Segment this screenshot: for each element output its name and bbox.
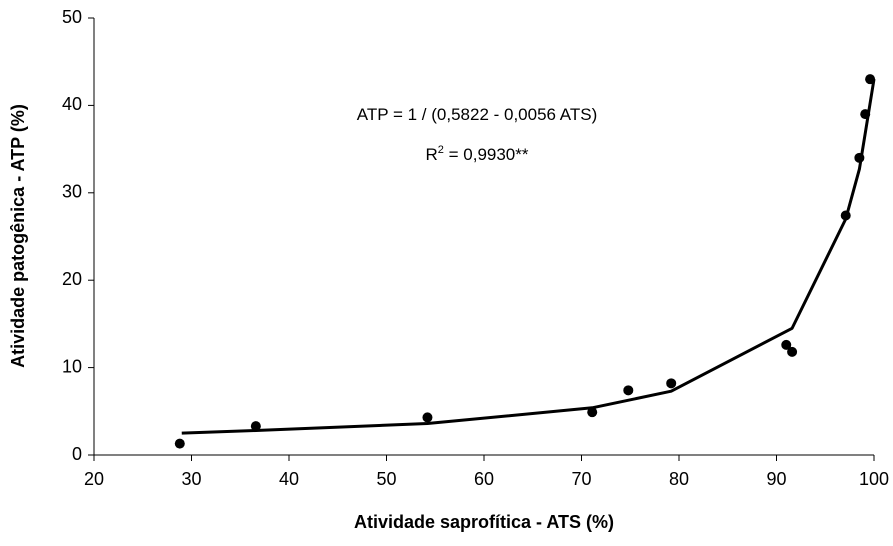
data-point	[174, 438, 185, 449]
r-base: R	[425, 145, 437, 164]
data-point	[787, 346, 798, 357]
data-point	[666, 378, 677, 389]
data-point	[623, 385, 634, 396]
y-tick-label: 20	[62, 269, 82, 289]
data-point	[250, 421, 261, 432]
data-point	[840, 210, 851, 221]
y-tick-label: 50	[62, 7, 82, 27]
r-squared: R2 = 0,9930**	[425, 144, 528, 164]
fit-line	[181, 78, 876, 435]
x-tick-label: 30	[181, 469, 201, 489]
y-tick-label: 40	[62, 94, 82, 114]
y-tick-label: 10	[62, 356, 82, 376]
data-point	[854, 152, 865, 163]
y-tick-label: 30	[62, 182, 82, 202]
x-tick-label: 70	[571, 469, 591, 489]
y-axis-title: Atividade patogênica - ATP (%)	[8, 104, 28, 368]
data-point	[781, 339, 792, 350]
r-after: = 0,9930**	[444, 145, 529, 164]
data-point	[860, 109, 871, 120]
x-tick-label: 50	[376, 469, 396, 489]
r-superscript: 2	[438, 144, 444, 156]
y-tick-label: 0	[72, 444, 82, 464]
x-tick-label: 40	[279, 469, 299, 489]
x-tick-label: 90	[766, 469, 786, 489]
data-point	[587, 407, 598, 418]
x-tick-label: 100	[859, 469, 889, 489]
x-tick-label: 20	[84, 469, 104, 489]
x-tick-label: 80	[669, 469, 689, 489]
equation: ATP = 1 / (0,5822 - 0,0056 ATS)	[357, 105, 598, 124]
x-tick-label: 60	[474, 469, 494, 489]
data-point	[422, 412, 433, 423]
data-point	[865, 74, 876, 85]
x-axis-title: Atividade saprofítica - ATS (%)	[354, 512, 614, 532]
